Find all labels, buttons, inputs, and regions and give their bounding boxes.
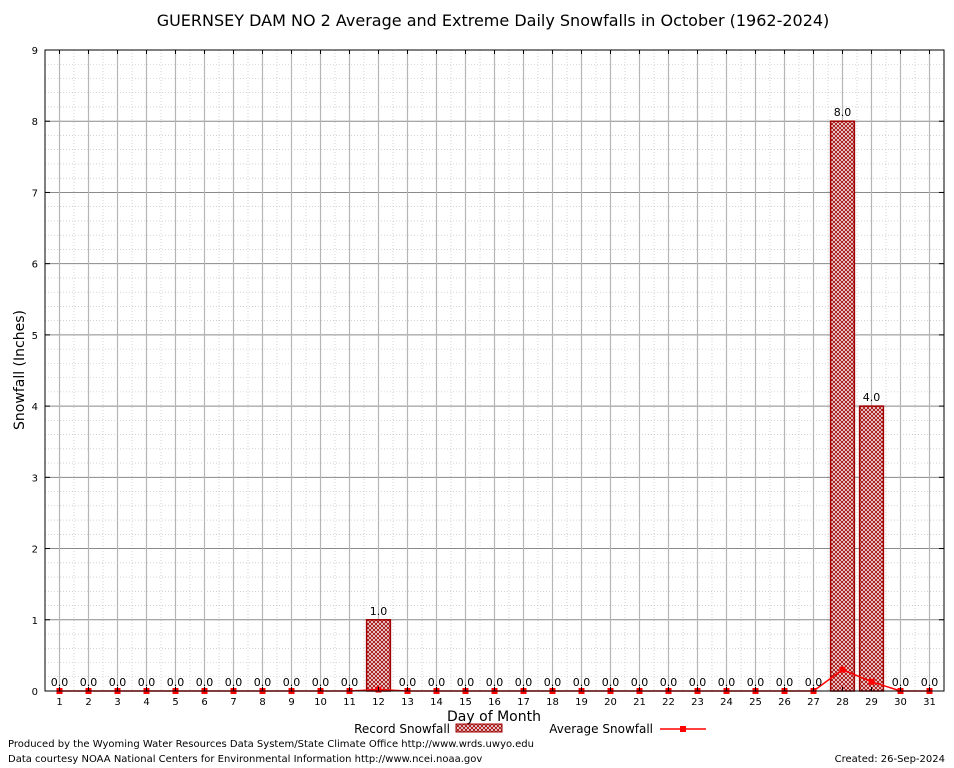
data-label: 0.0 [428, 676, 446, 689]
data-label: 0.0 [457, 676, 475, 689]
data-label: 0.0 [921, 676, 939, 689]
x-tick-label: 10 [314, 697, 327, 708]
data-label: 0.0 [631, 676, 649, 689]
x-tick-label: 21 [633, 697, 646, 708]
footer-produced-by: Produced by the Wyoming Water Resources … [8, 739, 534, 750]
x-tick-label: 8 [259, 697, 265, 708]
x-tick-label: 16 [488, 697, 501, 708]
data-label: 0.0 [660, 676, 678, 689]
data-label: 0.0 [80, 676, 98, 689]
footer-courtesy: Data courtesy NOAA National Centers for … [8, 754, 482, 765]
x-tick-label: 3 [114, 697, 120, 708]
x-tick-label: 22 [662, 697, 675, 708]
record-bars [365, 120, 885, 692]
y-tick-label: 4 [32, 402, 38, 413]
data-label: 0.0 [776, 676, 794, 689]
x-tick-label: 20 [604, 697, 617, 708]
x-tick-label: 28 [836, 697, 849, 708]
y-tick-label: 2 [32, 545, 38, 556]
x-tick-label: 24 [720, 697, 733, 708]
x-tick-label: 26 [778, 697, 791, 708]
legend: Record Snowfall Average Snowfall [354, 722, 706, 736]
y-tick-label: 7 [32, 188, 38, 199]
y-tick-label: 0 [32, 687, 38, 698]
x-tick-label: 25 [749, 697, 762, 708]
record-bar [365, 619, 392, 692]
legend-average-marker [680, 726, 686, 732]
data-label: 0.0 [51, 676, 69, 689]
y-tick-label: 6 [32, 260, 38, 271]
y-tick-label: 3 [32, 473, 38, 484]
data-label: 0.0 [689, 676, 707, 689]
x-tick-label: 18 [546, 697, 559, 708]
legend-record-label: Record Snowfall [354, 722, 450, 736]
footer-created: Created: 26-Sep-2024 [835, 754, 945, 765]
data-label: 0.0 [109, 676, 127, 689]
data-label: 1.0 [370, 605, 388, 618]
x-tick-label: 19 [575, 697, 588, 708]
x-tick-label: 2 [85, 697, 91, 708]
data-label: 0.0 [718, 676, 736, 689]
data-label: 0.0 [399, 676, 417, 689]
data-label: 0.0 [312, 676, 330, 689]
data-label: 0.0 [805, 676, 823, 689]
data-label: 0.0 [196, 676, 214, 689]
average-point [839, 666, 846, 673]
y-axis-ticks: 0 1 2 3 4 5 6 7 8 9 [32, 46, 944, 698]
x-tick-label: 7 [230, 697, 236, 708]
y-tick-label: 5 [32, 331, 38, 342]
record-bar [829, 120, 856, 692]
y-tick-label: 1 [32, 616, 38, 627]
data-label: 0.0 [341, 676, 359, 689]
data-labels: 0.0 0.0 0.0 0.0 0.0 0.0 0.0 0.0 0.0 0.0 0.0 1.0 0.0 0… [51, 106, 939, 689]
data-label: 0.0 [486, 676, 504, 689]
data-label: 0.0 [283, 676, 301, 689]
data-label: 4.0 [863, 391, 881, 404]
x-tick-label: 17 [517, 697, 530, 708]
x-tick-label: 15 [459, 697, 472, 708]
x-tick-label: 23 [691, 697, 704, 708]
data-label: 8.0 [834, 106, 852, 119]
data-label: 0.0 [747, 676, 765, 689]
x-tick-label: 13 [401, 697, 414, 708]
x-tick-label: 12 [372, 697, 385, 708]
y-tick-label: 8 [32, 117, 38, 128]
data-label: 0.0 [515, 676, 533, 689]
legend-record-swatch [455, 723, 503, 733]
x-tick-label: 27 [807, 697, 820, 708]
data-label: 0.0 [602, 676, 620, 689]
x-tick-label: 4 [143, 697, 149, 708]
data-label: 0.0 [544, 676, 562, 689]
data-label: 0.0 [225, 676, 243, 689]
x-tick-label: 1 [56, 697, 62, 708]
data-label: 0.0 [138, 676, 156, 689]
x-tick-label: 31 [923, 697, 936, 708]
grid [44, 50, 945, 691]
x-tick-label: 6 [201, 697, 207, 708]
data-label: 0.0 [573, 676, 591, 689]
x-tick-label: 11 [343, 697, 356, 708]
x-tick-label: 9 [288, 697, 294, 708]
data-label: 0.0 [892, 676, 910, 689]
average-point [868, 678, 875, 685]
data-label: 0.0 [254, 676, 272, 689]
y-axis-label: Snowfall (Inches) [12, 310, 28, 430]
legend-average-label: Average Snowfall [549, 722, 653, 736]
x-axis-label: Day of Month [447, 709, 541, 725]
x-axis-ticks: 1 2 3 4 5 6 7 8 9 10 11 12 13 14 15 16 17 18 19 20 21 22 23 24 2… [56, 50, 936, 708]
y-tick-label: 9 [32, 46, 38, 57]
x-tick-label: 14 [430, 697, 443, 708]
chart-title: GUERNSEY DAM NO 2 Average and Extreme Da… [157, 11, 830, 30]
record-bar [858, 405, 885, 692]
x-tick-label: 29 [865, 697, 878, 708]
x-tick-label: 5 [172, 697, 178, 708]
x-tick-label: 30 [894, 697, 907, 708]
data-label: 0.0 [167, 676, 185, 689]
